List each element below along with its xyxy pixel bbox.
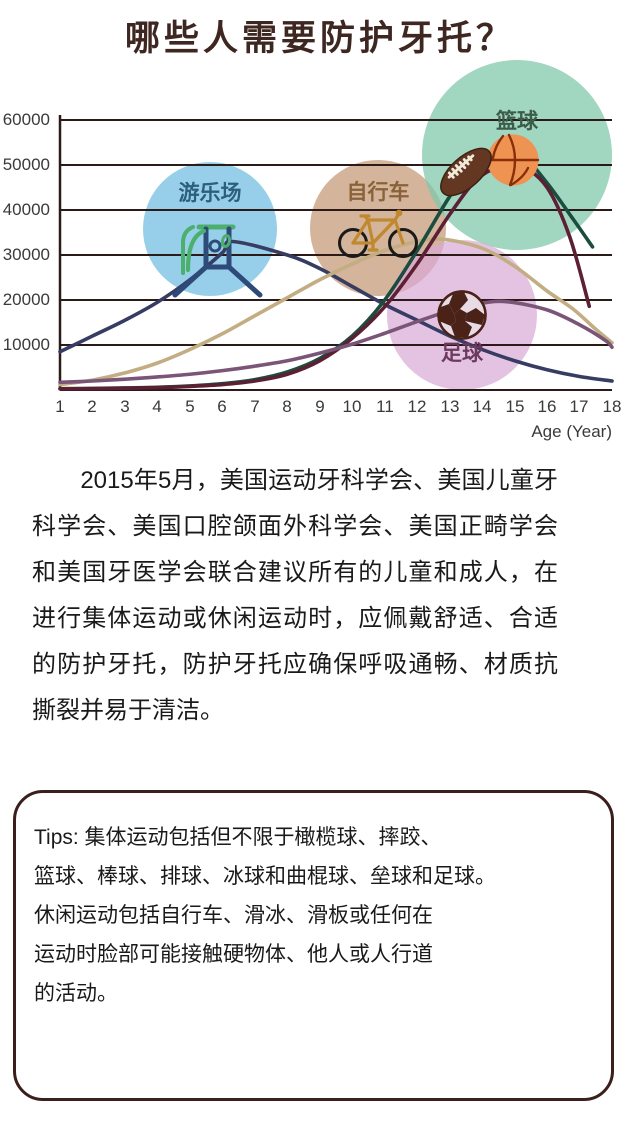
svg-text:3: 3 (120, 397, 129, 416)
svg-text:12: 12 (408, 397, 427, 416)
svg-text:5: 5 (185, 397, 194, 416)
svg-text:9: 9 (315, 397, 324, 416)
svg-text:18: 18 (603, 397, 622, 416)
svg-text:足球: 足球 (441, 342, 484, 365)
svg-text:30000: 30000 (3, 245, 50, 264)
svg-text:自行车: 自行车 (347, 180, 410, 204)
svg-text:13: 13 (441, 397, 460, 416)
svg-text:17: 17 (570, 397, 589, 416)
svg-text:11: 11 (376, 397, 394, 416)
svg-text:篮球: 篮球 (495, 109, 539, 133)
svg-text:10000: 10000 (3, 335, 50, 354)
svg-text:14: 14 (473, 397, 492, 416)
svg-text:7: 7 (250, 397, 259, 416)
svg-text:1: 1 (55, 397, 64, 416)
svg-text:50000: 50000 (3, 155, 50, 174)
svg-text:15: 15 (506, 397, 525, 416)
svg-text:游乐场: 游乐场 (179, 181, 242, 205)
svg-text:16: 16 (538, 397, 557, 416)
svg-text:Age (Year): Age (Year) (531, 422, 612, 441)
svg-text:10: 10 (343, 397, 362, 416)
svg-text:2: 2 (87, 397, 96, 416)
svg-text:8: 8 (282, 397, 291, 416)
svg-text:4: 4 (152, 397, 161, 416)
svg-text:6: 6 (217, 397, 226, 416)
svg-text:60000: 60000 (3, 110, 50, 129)
svg-text:20000: 20000 (3, 290, 50, 309)
svg-text:40000: 40000 (3, 200, 50, 219)
